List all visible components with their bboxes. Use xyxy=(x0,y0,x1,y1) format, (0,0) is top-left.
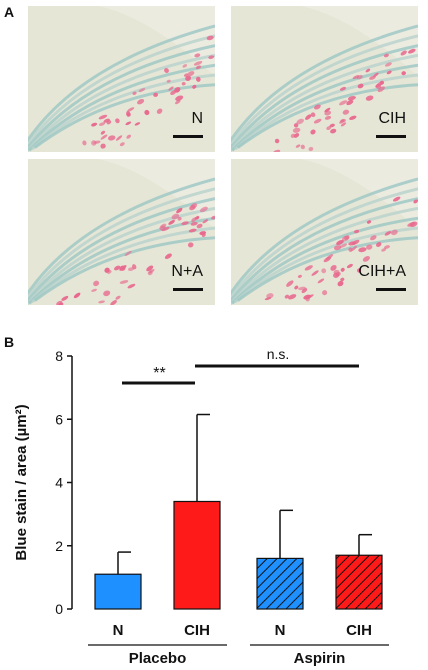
bar-chart: 0 2 4 6 8 Blue stain / area (µm²) N CIH N CIH Plac… xyxy=(13,346,389,667)
scale-bar xyxy=(173,135,203,138)
significance-label: n.s. xyxy=(267,346,290,362)
y-axis-label: Blue stain / area (µm²) xyxy=(13,404,30,560)
micrograph-label: CIH+A xyxy=(358,263,406,280)
micrograph-n: N xyxy=(28,6,215,152)
y-tick-label: 4 xyxy=(55,475,63,491)
bar xyxy=(256,557,304,610)
panel-a-label: A xyxy=(4,4,15,20)
micrograph-label: CIH xyxy=(378,110,406,127)
y-tick-label: 6 xyxy=(55,411,63,427)
group-label: Placebo xyxy=(129,650,187,667)
micrograph-label: N+A xyxy=(171,263,203,280)
significance-label: ** xyxy=(153,365,165,382)
x-tick-label: N xyxy=(275,622,286,639)
y-tick-label: 2 xyxy=(55,538,63,554)
micrograph-cih-a: CIH+A xyxy=(231,159,418,305)
scale-bar xyxy=(376,135,406,138)
panel-b-label: B xyxy=(4,334,15,350)
group-label: Aspirin xyxy=(294,650,346,667)
bar xyxy=(335,554,383,610)
x-tick-label: N xyxy=(113,622,124,639)
y-tick-label: 8 xyxy=(55,348,63,364)
x-tick-label: CIH xyxy=(346,622,372,639)
x-tick-label: CIH xyxy=(184,622,210,639)
micrograph-cih: CIH xyxy=(231,6,418,152)
micrograph-label: N xyxy=(191,110,203,127)
bar xyxy=(94,573,142,610)
y-tick-label: 0 xyxy=(55,601,63,617)
scale-bar xyxy=(376,288,406,291)
micrograph-n-a: N+A xyxy=(28,159,215,305)
scale-bar xyxy=(173,288,203,291)
bar xyxy=(173,500,221,610)
